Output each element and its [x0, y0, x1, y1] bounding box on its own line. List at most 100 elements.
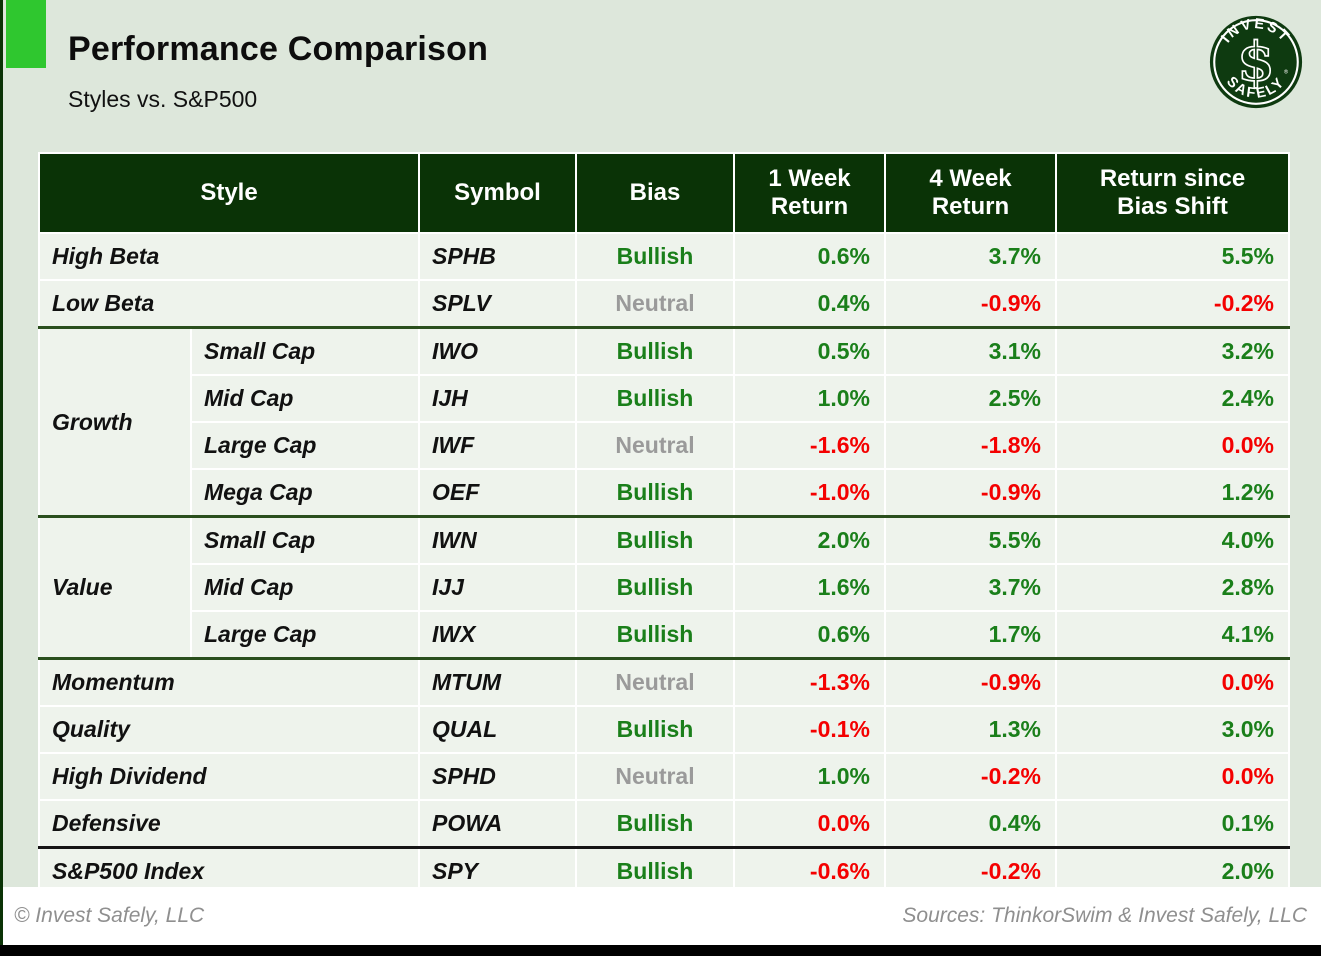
- col-header-return-since-bias-shift: Return since Bias Shift: [1055, 152, 1290, 234]
- return-4week-cell: -0.2%: [884, 752, 1057, 801]
- return-4week-cell: 5.5%: [884, 515, 1057, 565]
- return-since-cell: 3.0%: [1055, 705, 1290, 754]
- return-1week-cell: 0.0%: [733, 799, 886, 849]
- symbol-cell: OEF: [418, 468, 577, 518]
- return-4week-cell: -0.9%: [884, 279, 1057, 329]
- page-title: Performance Comparison: [68, 30, 489, 68]
- return-4week-cell: -1.8%: [884, 421, 1057, 470]
- table-header-row: Style Symbol Bias 1 Week Return 4 Week R…: [38, 152, 1290, 234]
- return-since-cell: 2.4%: [1055, 374, 1290, 423]
- col-header-bias: Bias: [575, 152, 735, 234]
- return-since-cell: 4.1%: [1055, 610, 1290, 660]
- accent-square: [6, 0, 46, 68]
- bias-cell: Neutral: [575, 752, 735, 801]
- return-4week-cell: 1.7%: [884, 610, 1057, 660]
- return-since-cell: 0.0%: [1055, 657, 1290, 707]
- return-4week-cell: 1.3%: [884, 705, 1057, 754]
- symbol-cell: IJH: [418, 374, 577, 423]
- style-cell: High Dividend: [38, 752, 420, 801]
- cap-size-cell: Small Cap: [190, 326, 420, 376]
- bias-cell: Neutral: [575, 279, 735, 329]
- bias-cell: Bullish: [575, 515, 735, 565]
- symbol-cell: SPHD: [418, 752, 577, 801]
- footer-copyright: © Invest Safely, LLC: [14, 904, 205, 927]
- return-1week-cell: 0.6%: [733, 610, 886, 660]
- bias-cell: Bullish: [575, 610, 735, 660]
- return-since-cell: 0.1%: [1055, 799, 1290, 849]
- left-edge-strip: [0, 0, 3, 945]
- bias-cell: Bullish: [575, 799, 735, 849]
- col-header-symbol: Symbol: [418, 152, 577, 234]
- table-row: High Dividend SPHD Neutral 1.0% -0.2% 0.0%: [38, 752, 1290, 801]
- style-cell: Quality: [38, 705, 420, 754]
- symbol-cell: IJJ: [418, 563, 577, 612]
- trademark-symbol: ®: [1284, 69, 1289, 76]
- style-group-cell: Growth: [38, 326, 192, 518]
- bias-cell: Bullish: [575, 374, 735, 423]
- return-since-cell: 0.0%: [1055, 752, 1290, 801]
- table-row: Quality QUAL Bullish -0.1% 1.3% 3.0%: [38, 705, 1290, 754]
- table-row: Mid Cap IJH Bullish 1.0% 2.5% 2.4%: [39, 374, 1290, 423]
- table-row: Low Beta SPLV Neutral 0.4% -0.9% -0.2%: [38, 279, 1290, 329]
- return-since-cell: 1.2%: [1055, 468, 1290, 518]
- symbol-cell: IWX: [418, 610, 577, 660]
- return-1week-cell: 0.5%: [733, 326, 886, 376]
- logo-disc: [1209, 15, 1303, 109]
- return-since-cell: 4.0%: [1055, 515, 1290, 565]
- bias-cell: Neutral: [575, 421, 735, 470]
- return-1week-cell: 0.6%: [733, 232, 886, 281]
- bias-cell: Bullish: [575, 563, 735, 612]
- logo-ring: [1213, 19, 1299, 105]
- table-row: Mega Cap OEF Bullish -1.0% -0.9% 1.2%: [39, 468, 1290, 518]
- return-1week-cell: -1.6%: [733, 421, 886, 470]
- table-row: Defensive POWA Bullish 0.0% 0.4% 0.1%: [38, 799, 1290, 849]
- table-body: High Beta SPHB Bullish 0.6% 3.7% 5.5% Low Beta…: [38, 232, 1290, 896]
- return-1week-cell: 2.0%: [733, 515, 886, 565]
- style-cell: Defensive: [38, 799, 420, 849]
- return-4week-cell: -0.9%: [884, 468, 1057, 518]
- bias-cell: Bullish: [575, 232, 735, 281]
- symbol-cell: SPLV: [418, 279, 577, 329]
- cap-size-cell: Mega Cap: [190, 468, 420, 518]
- return-1week-cell: 1.6%: [733, 563, 886, 612]
- return-since-cell: 0.0%: [1055, 421, 1290, 470]
- return-4week-cell: 3.7%: [884, 563, 1057, 612]
- col-header-style: Style: [38, 152, 420, 234]
- table-row: Large Cap IWF Neutral -1.6% -1.8% 0.0%: [39, 421, 1290, 470]
- symbol-cell: SPHB: [418, 232, 577, 281]
- table-row: Mid Cap IJJ Bullish 1.6% 3.7% 2.8%: [39, 563, 1290, 612]
- return-4week-cell: -0.9%: [884, 657, 1057, 707]
- return-1week-cell: 1.0%: [733, 374, 886, 423]
- style-group-cell: Value: [38, 515, 192, 660]
- symbol-cell: IWF: [418, 421, 577, 470]
- bias-cell: Bullish: [575, 326, 735, 376]
- return-1week-cell: -0.1%: [733, 705, 886, 754]
- style-cell: Momentum: [38, 657, 420, 707]
- col-header-4week-return: 4 Week Return: [884, 152, 1057, 234]
- footer: © Invest Safely, LLC Sources: ThinkorSwi…: [0, 887, 1321, 945]
- table-row: Value Small Cap IWN Bullish 2.0% 5.5% 4.0%: [38, 515, 1290, 660]
- return-since-cell: -0.2%: [1055, 279, 1290, 329]
- table-row: Momentum MTUM Neutral -1.3% -0.9% 0.0%: [38, 657, 1290, 707]
- return-since-cell: 5.5%: [1055, 232, 1290, 281]
- style-cell: Low Beta: [38, 279, 420, 329]
- dollar-monogram-icon: $: [1237, 30, 1274, 93]
- symbol-cell: MTUM: [418, 657, 577, 707]
- table-row: High Beta SPHB Bullish 0.6% 3.7% 5.5%: [38, 232, 1290, 281]
- invest-safely-logo: INVEST SAFELY $ ®: [1209, 15, 1303, 109]
- bottom-bar: [0, 945, 1321, 956]
- return-1week-cell: 1.0%: [733, 752, 886, 801]
- performance-table: Style Symbol Bias 1 Week Return 4 Week R…: [38, 152, 1290, 896]
- return-since-cell: 3.2%: [1055, 326, 1290, 376]
- bias-cell: Neutral: [575, 657, 735, 707]
- return-4week-cell: 0.4%: [884, 799, 1057, 849]
- return-4week-cell: 3.1%: [884, 326, 1057, 376]
- return-since-cell: 2.8%: [1055, 563, 1290, 612]
- cap-size-cell: Mid Cap: [190, 563, 420, 612]
- table-row: Growth Small Cap IWO Bullish 0.5% 3.1% 3.2%: [38, 326, 1290, 518]
- cap-size-cell: Small Cap: [190, 515, 420, 565]
- symbol-cell: POWA: [418, 799, 577, 849]
- page-subtitle: Styles vs. S&P500: [68, 86, 258, 112]
- return-1week-cell: -1.3%: [733, 657, 886, 707]
- symbol-cell: QUAL: [418, 705, 577, 754]
